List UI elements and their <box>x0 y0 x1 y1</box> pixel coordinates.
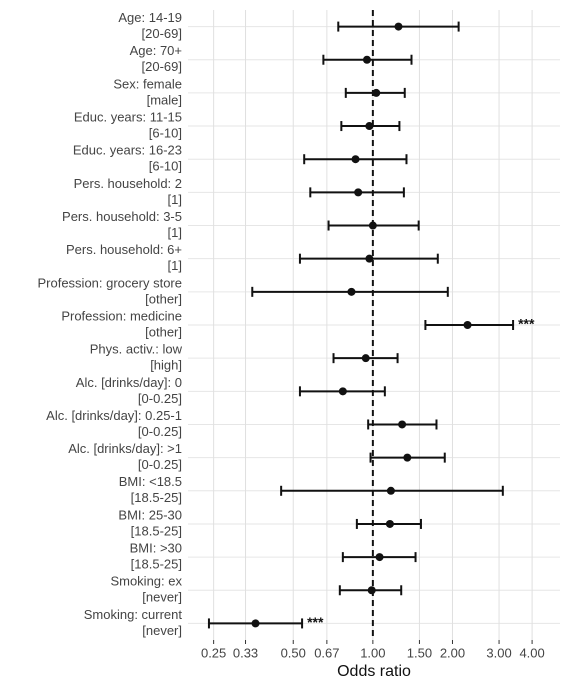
x-axis-title: Odds ratio <box>337 663 411 680</box>
category-label: Sex: female <box>113 76 182 91</box>
reference-label: [0-0.25] <box>138 457 182 472</box>
x-tick-label: 0.67 <box>314 645 339 660</box>
reference-label: [1] <box>168 225 182 240</box>
point <box>463 321 472 329</box>
point <box>403 453 412 462</box>
category-label: BMI: 25-30 <box>118 507 182 522</box>
category-label: Profession: medicine <box>61 308 182 323</box>
point <box>372 88 381 97</box>
category-label: Age: 70+ <box>130 43 182 58</box>
point <box>386 486 395 495</box>
x-tick-label: 1.00 <box>360 645 385 660</box>
reference-label: [20-69] <box>142 59 182 74</box>
point <box>375 553 384 562</box>
point <box>398 420 407 429</box>
category-label: Alc. [drinks/day]: 0.25-1 <box>46 408 182 423</box>
category-label: Pers. household: 3-5 <box>62 209 182 224</box>
point <box>251 619 260 628</box>
point <box>351 155 360 164</box>
reference-label: [other] <box>145 324 182 339</box>
point <box>365 122 374 131</box>
point <box>347 287 356 296</box>
category-label: Alc. [drinks/day]: >1 <box>68 441 182 456</box>
category-label: Pers. household: 6+ <box>66 242 182 257</box>
reference-label: [0-0.25] <box>138 424 182 439</box>
x-tick-label: 4.00 <box>519 645 544 660</box>
reference-label: [20-69] <box>142 26 182 41</box>
category-label: Alc. [drinks/day]: 0 <box>76 375 182 390</box>
point <box>362 55 371 64</box>
category-label: Phys. activ.: low <box>90 342 183 357</box>
reference-label: [other] <box>145 291 182 306</box>
reference-label: [high] <box>150 358 182 373</box>
x-tick-label: 1.50 <box>407 645 432 660</box>
reference-label: [1] <box>168 192 182 207</box>
significance-label: *** <box>307 614 324 630</box>
category-label: BMI: <18.5 <box>119 474 182 489</box>
reference-label: [1] <box>168 258 182 273</box>
point <box>338 387 347 396</box>
category-label: Smoking: current <box>84 607 183 622</box>
x-tick-label: 0.25 <box>201 645 226 660</box>
category-label: Age: 14-19 <box>118 10 182 25</box>
point <box>385 519 394 528</box>
reference-label: [18.5-25] <box>131 490 182 505</box>
category-label: Educ. years: 11-15 <box>74 109 182 124</box>
significance-label: *** <box>518 316 535 332</box>
category-label: Profession: grocery store <box>37 275 182 290</box>
point <box>361 354 370 363</box>
x-tick-label: 3.00 <box>486 645 511 660</box>
category-label: Educ. years: 16-23 <box>73 143 182 158</box>
reference-label: [6-10] <box>149 125 182 140</box>
point <box>368 221 377 230</box>
reference-label: [0-0.25] <box>138 391 182 406</box>
x-tick-label: 0.50 <box>281 645 306 660</box>
point <box>394 22 403 31</box>
x-tick-label: 2.00 <box>440 645 465 660</box>
x-tick-label: 0.33 <box>233 645 258 660</box>
point <box>354 188 363 197</box>
category-label: Pers. household: 2 <box>74 176 182 191</box>
point <box>365 254 374 263</box>
category-label: BMI: >30 <box>130 541 182 556</box>
category-label: Smoking: ex <box>110 574 182 589</box>
reference-label: [18.5-25] <box>131 523 182 538</box>
point <box>367 586 376 595</box>
reference-label: [18.5-25] <box>131 557 182 572</box>
reference-label: [6-10] <box>149 159 182 174</box>
reference-label: [never] <box>142 590 182 605</box>
reference-label: [male] <box>147 92 182 107</box>
reference-label: [never] <box>142 623 182 638</box>
